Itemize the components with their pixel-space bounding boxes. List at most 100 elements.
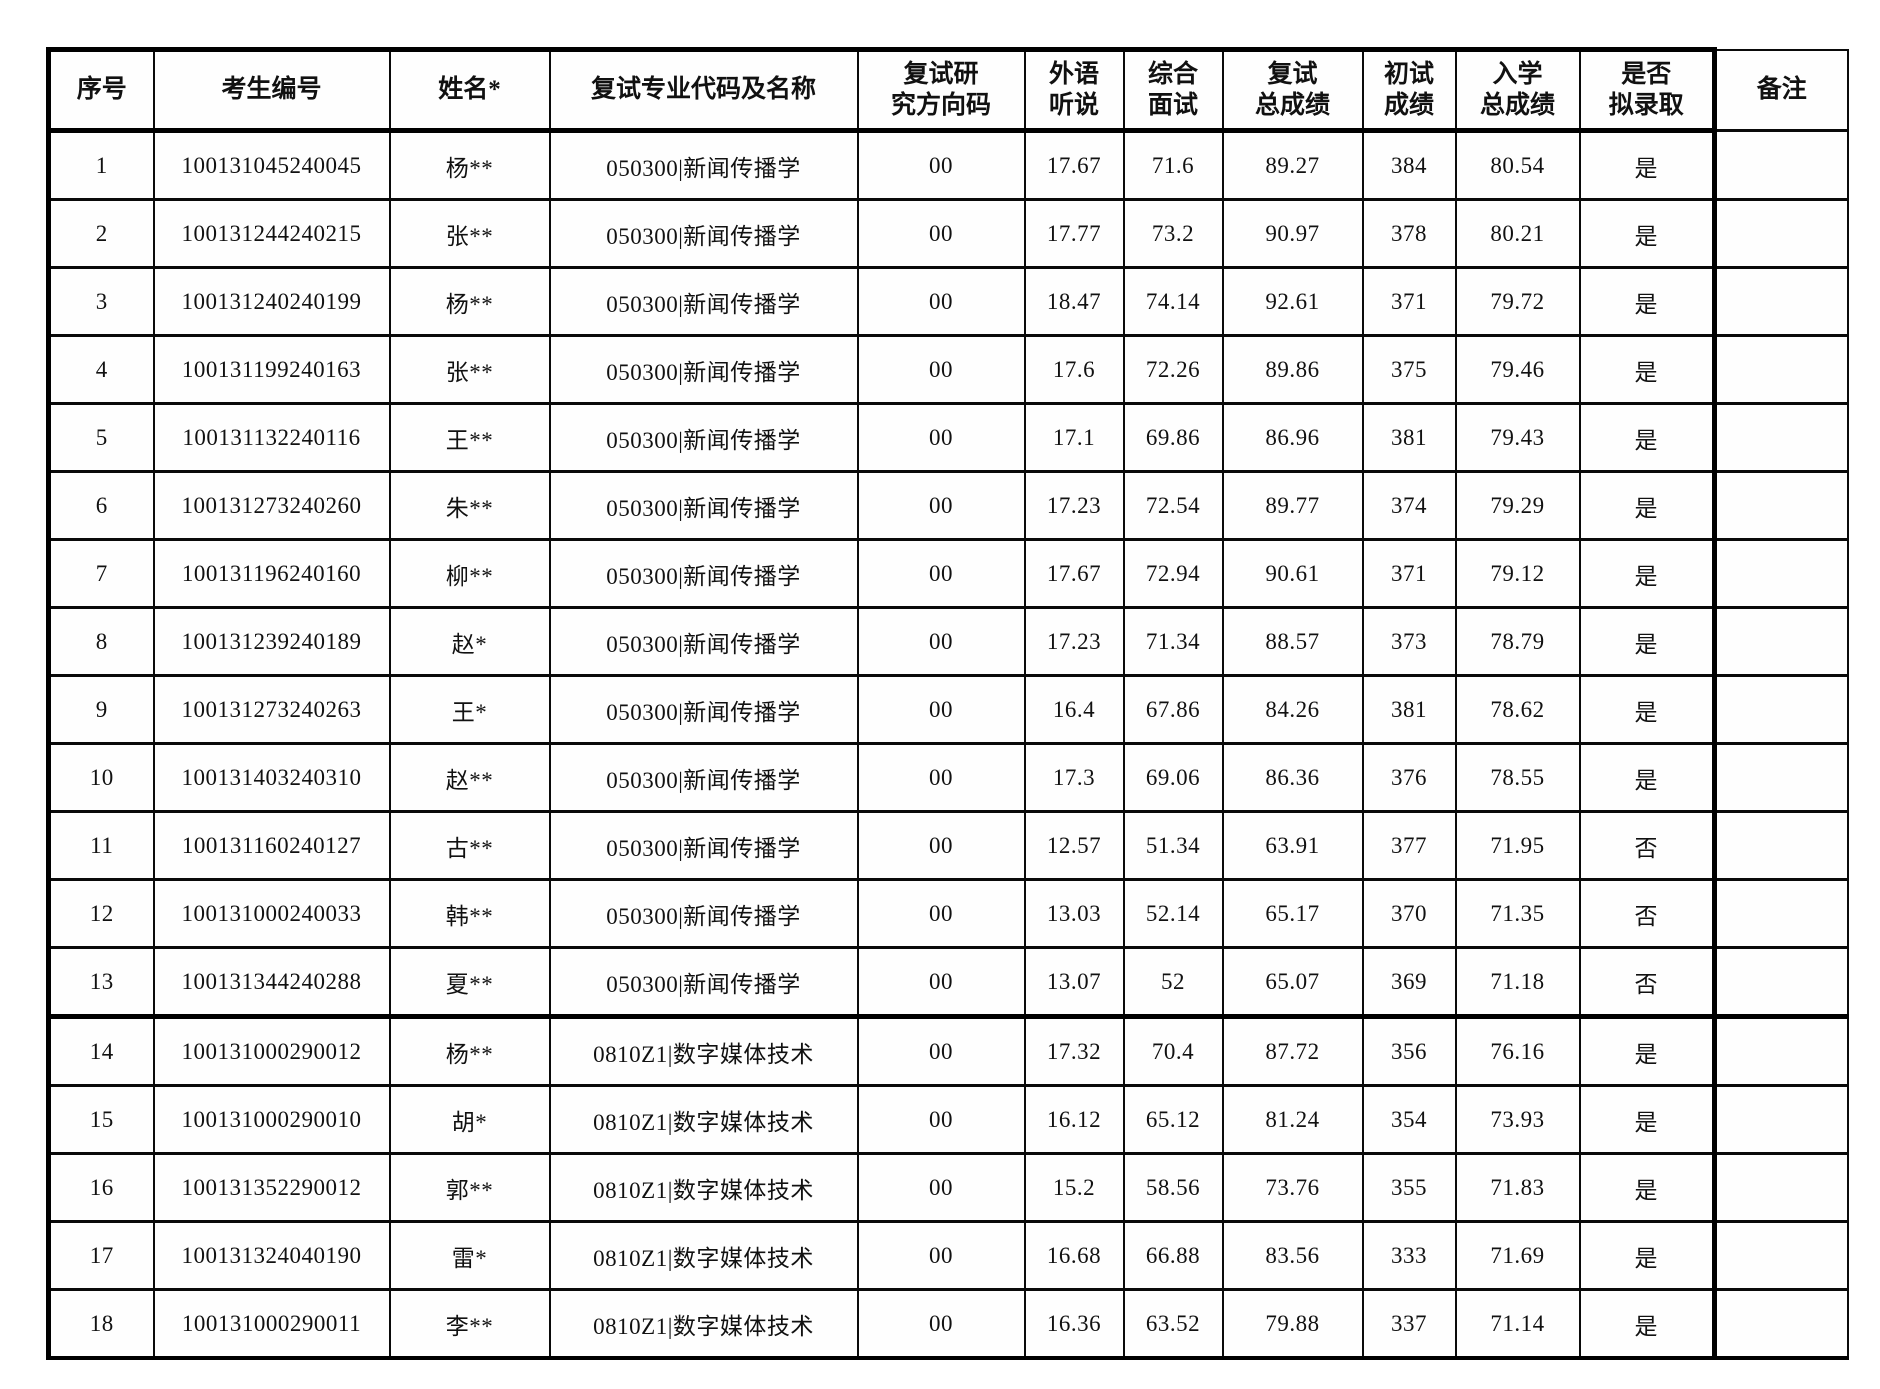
cell-name: 古** [388,810,551,881]
table-row: 16 100131352290012 郭** 0810Z1|数字媒体技术 00 15.2 5… [46,1152,1849,1223]
cell-remarks [1713,946,1849,1019]
cell-major: 0810Z1|数字媒体技术 [548,1288,859,1360]
cell-candidate-id: 100131132240116 [152,402,391,473]
cell-admitted: 是 [1578,266,1717,337]
cell-listening: 15.2 [1023,1152,1125,1223]
table-row: 2 100131244240215 张** 050300|新闻传播学 00 17.77 73… [46,198,1849,269]
table-header: 序号 考生编号 姓名* 复试专业代码及名称 复试研 究方向码 外语 听说 综合 … [46,47,1849,133]
header-admission-total: 入学 总成绩 [1454,47,1581,133]
cell-interview: 72.94 [1122,538,1224,609]
cell-admitted: 是 [1578,1084,1717,1155]
cell-interview: 52.14 [1122,878,1224,949]
admission-results-table: 序号 考生编号 姓名* 复试专业代码及名称 复试研 究方向码 外语 听说 综合 … [46,47,1849,1360]
cell-admission-total: 78.79 [1454,606,1581,677]
cell-admission-total: 78.62 [1454,674,1581,745]
cell-initial-score: 355 [1361,1152,1457,1223]
cell-admission-total: 79.43 [1454,402,1581,473]
cell-direction-code: 00 [856,674,1026,745]
cell-index: 15 [46,1084,155,1155]
cell-interview: 69.86 [1122,402,1224,473]
cell-remarks [1713,1288,1849,1360]
cell-initial-score: 384 [1361,129,1457,201]
cell-name: 朱** [388,470,551,541]
cell-admitted: 是 [1578,1152,1717,1223]
cell-admission-total: 71.69 [1454,1220,1581,1291]
header-interview: 综合 面试 [1122,47,1224,133]
header-row: 序号 考生编号 姓名* 复试专业代码及名称 复试研 究方向码 外语 听说 综合 … [46,47,1849,133]
cell-listening: 16.68 [1023,1220,1125,1291]
cell-direction-code: 00 [856,606,1026,677]
cell-candidate-id: 100131244240215 [152,198,391,269]
cell-candidate-id: 100131000290010 [152,1084,391,1155]
cell-interview: 74.14 [1122,266,1224,337]
cell-admitted: 是 [1578,470,1717,541]
cell-index: 14 [46,1015,155,1087]
cell-major: 0810Z1|数字媒体技术 [548,1220,859,1291]
cell-direction-code: 00 [856,538,1026,609]
cell-index: 3 [46,266,155,337]
header-major: 复试专业代码及名称 [548,47,859,133]
cell-candidate-id: 100131273240260 [152,470,391,541]
cell-listening: 17.77 [1023,198,1125,269]
cell-major: 050300|新闻传播学 [548,334,859,405]
cell-admission-total: 76.16 [1454,1015,1581,1087]
cell-interview: 63.52 [1122,1288,1224,1360]
cell-retest-total: 86.96 [1221,402,1364,473]
cell-listening: 17.23 [1023,606,1125,677]
cell-interview: 71.6 [1122,129,1224,201]
cell-retest-total: 89.27 [1221,129,1364,201]
table-row: 15 100131000290010 胡* 0810Z1|数字媒体技术 00 16.12 6… [46,1084,1849,1155]
cell-name: 王** [388,402,551,473]
cell-listening: 17.3 [1023,742,1125,813]
cell-name: 王* [388,674,551,745]
cell-admission-total: 71.35 [1454,878,1581,949]
cell-index: 9 [46,674,155,745]
cell-major: 050300|新闻传播学 [548,198,859,269]
cell-initial-score: 333 [1361,1220,1457,1291]
cell-admitted: 是 [1578,606,1717,677]
cell-name: 张** [388,198,551,269]
cell-initial-score: 377 [1361,810,1457,881]
cell-initial-score: 337 [1361,1288,1457,1360]
cell-retest-total: 87.72 [1221,1015,1364,1087]
cell-index: 10 [46,742,155,813]
cell-admitted: 否 [1578,878,1717,949]
cell-admission-total: 79.29 [1454,470,1581,541]
cell-admitted: 是 [1578,538,1717,609]
cell-admitted: 是 [1578,1288,1717,1360]
cell-interview: 66.88 [1122,1220,1224,1291]
cell-retest-total: 90.61 [1221,538,1364,609]
cell-direction-code: 00 [856,1015,1026,1087]
cell-candidate-id: 100131045240045 [152,129,391,201]
table-row: 13 100131344240288 夏** 050300|新闻传播学 00 13.07 5… [46,946,1849,1019]
cell-index: 11 [46,810,155,881]
cell-admission-total: 71.95 [1454,810,1581,881]
cell-major: 050300|新闻传播学 [548,742,859,813]
cell-index: 4 [46,334,155,405]
cell-remarks [1713,1084,1849,1155]
header-initial-score: 初试 成绩 [1361,47,1457,133]
cell-listening: 17.23 [1023,470,1125,541]
table-row: 12 100131000240033 韩** 050300|新闻传播学 00 13.03 5… [46,878,1849,949]
cell-retest-total: 84.26 [1221,674,1364,745]
cell-retest-total: 89.77 [1221,470,1364,541]
cell-retest-total: 73.76 [1221,1152,1364,1223]
cell-remarks [1713,674,1849,745]
cell-admission-total: 73.93 [1454,1084,1581,1155]
cell-name: 胡* [388,1084,551,1155]
header-listening: 外语 听说 [1023,47,1125,133]
cell-admission-total: 79.72 [1454,266,1581,337]
cell-direction-code: 00 [856,742,1026,813]
cell-direction-code: 00 [856,470,1026,541]
cell-remarks [1713,742,1849,813]
cell-listening: 16.36 [1023,1288,1125,1360]
table-body: 1 100131045240045 杨** 050300|新闻传播学 00 17.67 71… [46,129,1849,1360]
cell-candidate-id: 100131000240033 [152,878,391,949]
cell-initial-score: 371 [1361,538,1457,609]
cell-initial-score: 354 [1361,1084,1457,1155]
cell-candidate-id: 100131403240310 [152,742,391,813]
cell-direction-code: 00 [856,1220,1026,1291]
cell-listening: 16.12 [1023,1084,1125,1155]
cell-listening: 18.47 [1023,266,1125,337]
cell-major: 0810Z1|数字媒体技术 [548,1084,859,1155]
